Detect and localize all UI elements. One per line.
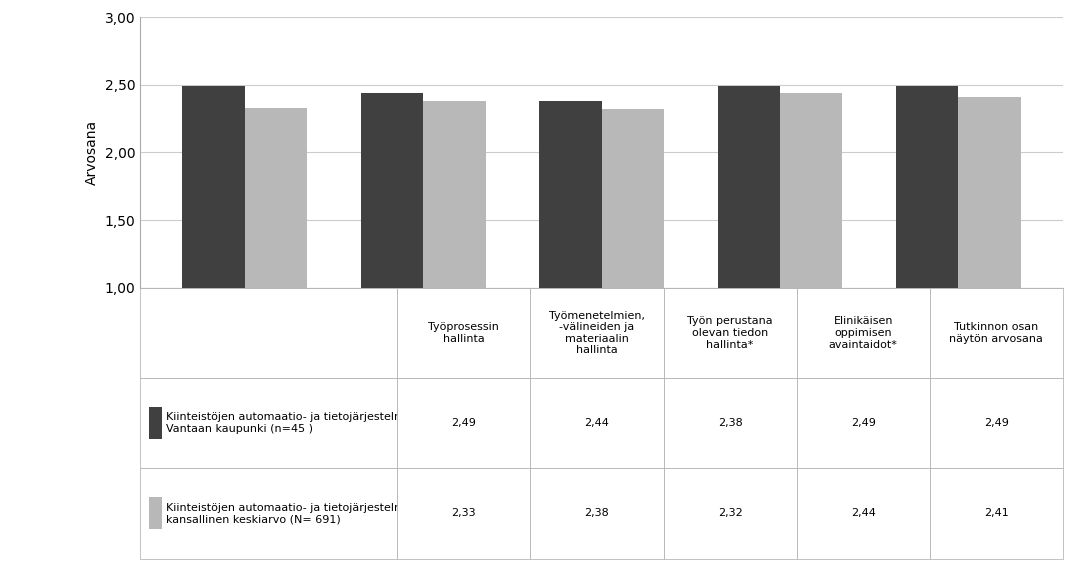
Bar: [245, 108, 308, 423]
Bar: [360, 93, 423, 423]
Bar: [896, 86, 958, 423]
Bar: [182, 86, 245, 423]
Bar: [958, 97, 1021, 423]
Bar: [602, 109, 664, 423]
Bar: [540, 101, 602, 423]
Bar: [423, 101, 486, 423]
Bar: [718, 86, 780, 423]
Y-axis label: Arvosana: Arvosana: [85, 120, 99, 185]
Bar: [780, 93, 843, 423]
